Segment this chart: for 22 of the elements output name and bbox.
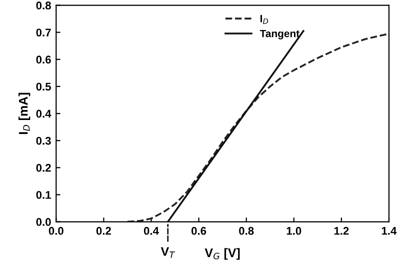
y-tick-label: 0.1: [36, 190, 51, 199]
x-axis-title: V$_{G}$ [V]: [204, 248, 240, 260]
y-tick-label: 0.5: [36, 82, 51, 91]
y-tick-label: 0.0: [36, 218, 51, 226]
x-tick-label: 1.4: [382, 227, 397, 235]
x-tick-label: 0.6: [192, 226, 206, 235]
x-tick-label: 0.8: [239, 226, 254, 235]
x-tick-label: 1.0: [286, 226, 302, 235]
y-tick-label: 0.6: [36, 56, 51, 64]
x-tick-label: 1.2: [334, 226, 349, 235]
legend-label: Tangent: [260, 30, 300, 40]
y-tick-label: 0.3: [36, 136, 51, 145]
x-tick-label: 0.2: [96, 226, 111, 235]
y-tick-label: 0.4: [36, 110, 52, 118]
y-tick-label: 0.2: [36, 164, 51, 172]
annotation: V$_{T}$: [160, 247, 176, 258]
legend-label: I$_{D}$: [260, 15, 268, 24]
y-tick-label: 0.8: [36, 2, 51, 10]
y-axis-title: I$_{D}$ [mA]: [18, 92, 30, 134]
x-tick-label: 0.0: [48, 226, 64, 235]
x-tick-label: 0.4: [144, 226, 159, 235]
y-tick-label: 0.7: [36, 28, 51, 36]
